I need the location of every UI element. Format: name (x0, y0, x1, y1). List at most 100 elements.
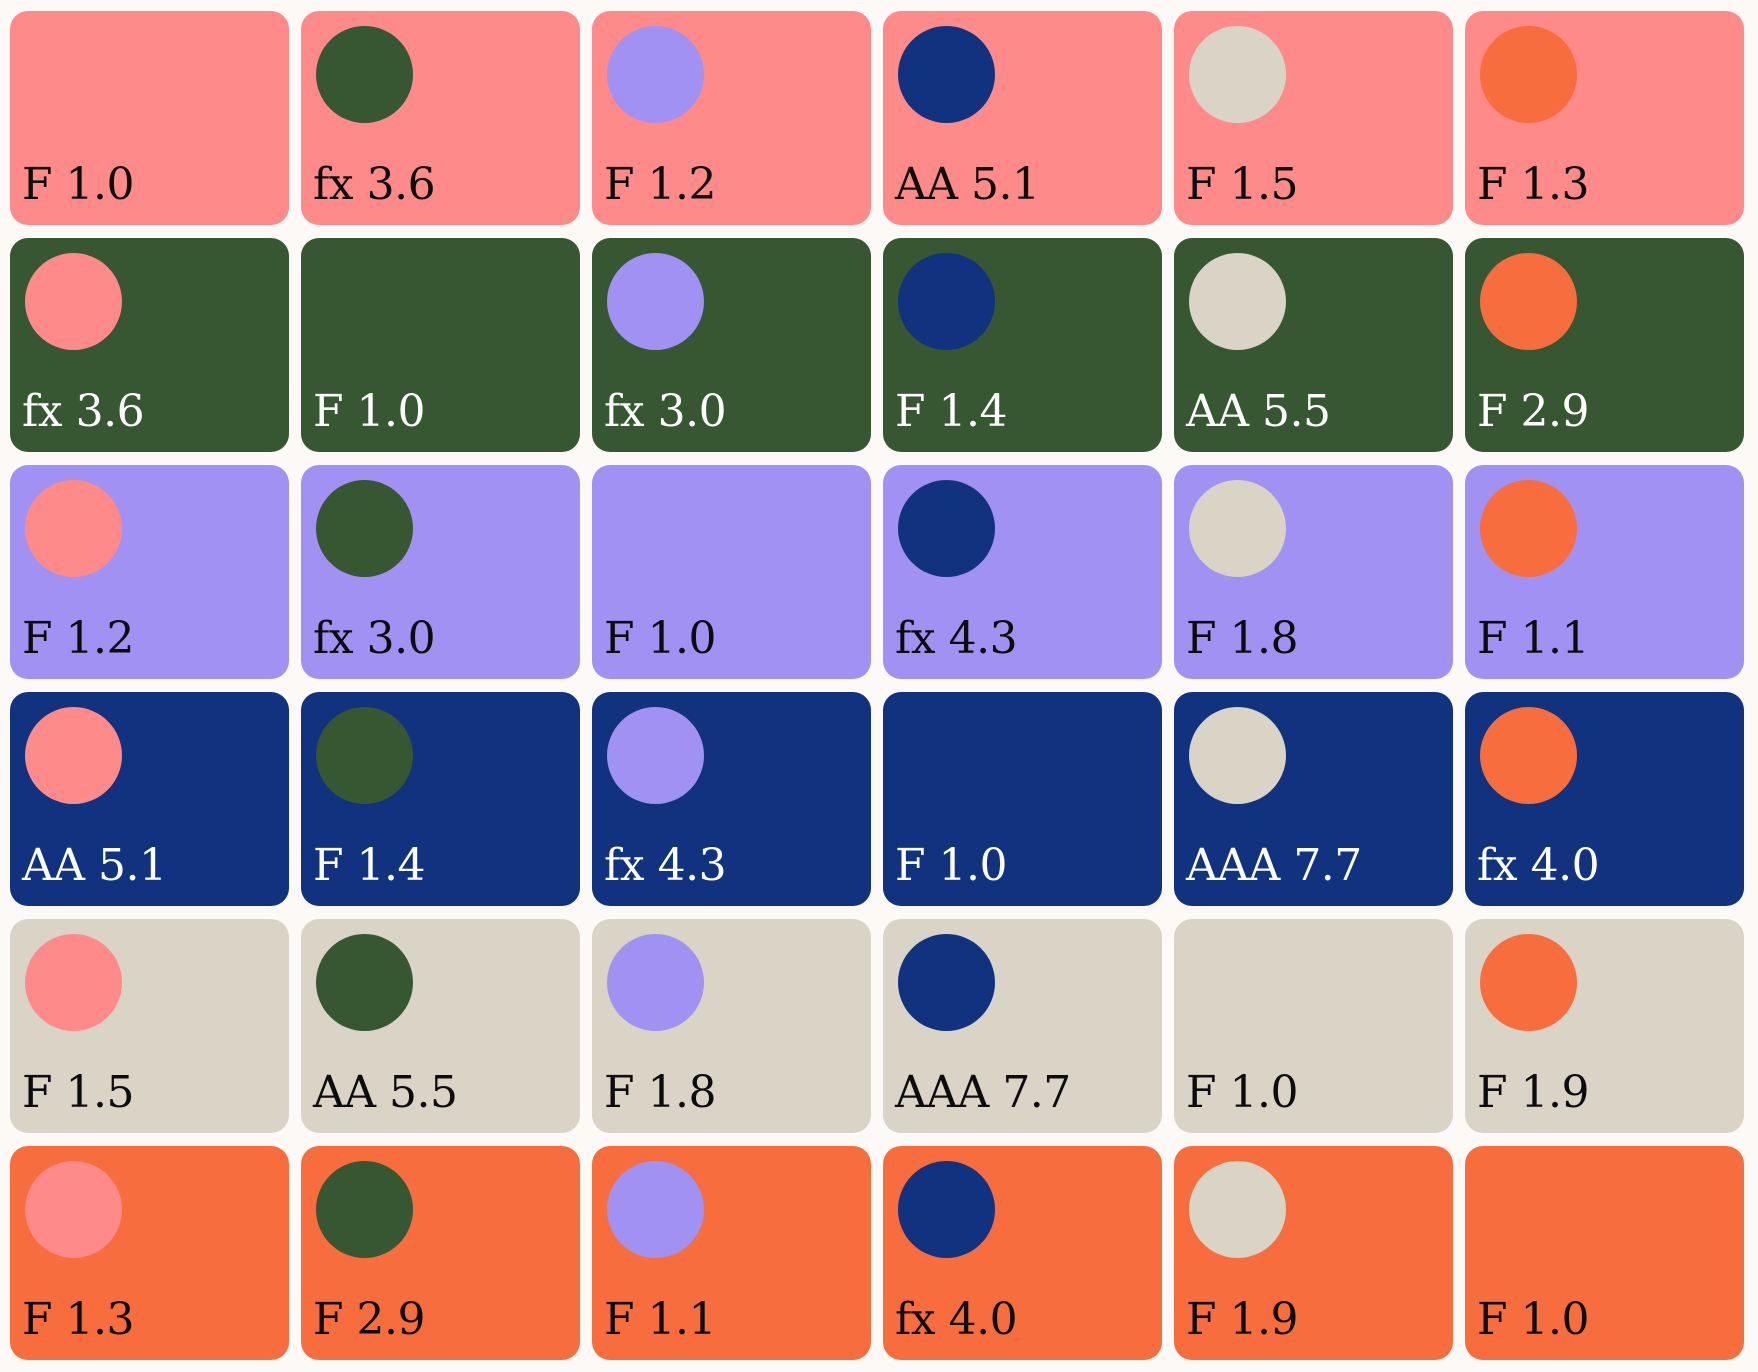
color-dot-salmon (25, 707, 122, 804)
swatch-cell-stone-on-forest: AA 5.5 (301, 919, 580, 1133)
swatch-cell-orange-on-orange: F 1.0 (1465, 1146, 1744, 1360)
color-dot-forest (316, 1161, 413, 1258)
contrast-score-label: F 1.0 (1477, 1294, 1590, 1345)
swatch-cell-stone-on-salmon: F 1.5 (10, 919, 289, 1133)
swatch-cell-orange-on-lavender: F 1.1 (592, 1146, 871, 1360)
swatch-cell-salmon-on-stone: F 1.5 (1174, 11, 1453, 225)
swatch-cell-navy-on-orange: fx 4.0 (1465, 692, 1744, 906)
swatch-cell-navy-on-salmon: AA 5.1 (10, 692, 289, 906)
contrast-score-label: F 1.0 (22, 159, 135, 210)
contrast-score-label: F 1.4 (313, 840, 426, 891)
swatch-cell-salmon-on-navy: AA 5.1 (883, 11, 1162, 225)
swatch-cell-navy-on-navy: F 1.0 (883, 692, 1162, 906)
color-dot-salmon (25, 1161, 122, 1258)
contrast-score-label: F 2.9 (1477, 386, 1590, 437)
color-dot-stone (1189, 1161, 1286, 1258)
contrast-score-label: F 1.3 (1477, 159, 1590, 210)
color-dot-lavender (607, 26, 704, 123)
swatch-cell-salmon-on-orange: F 1.3 (1465, 11, 1744, 225)
swatch-cell-orange-on-navy: fx 4.0 (883, 1146, 1162, 1360)
color-dot-orange (1480, 26, 1577, 123)
contrast-score-label: F 1.2 (604, 159, 717, 210)
contrast-score-label: F 1.0 (895, 840, 1008, 891)
contrast-score-label: AA 5.1 (895, 159, 1040, 210)
color-dot-navy (898, 26, 995, 123)
contrast-score-label: F 1.9 (1477, 1067, 1590, 1118)
contrast-score-label: F 1.1 (604, 1294, 717, 1345)
contrast-score-label: F 2.9 (313, 1294, 426, 1345)
contrast-score-label: F 1.0 (604, 613, 717, 664)
contrast-score-label: fx 4.0 (895, 1294, 1018, 1345)
swatch-cell-lavender-on-orange: F 1.1 (1465, 465, 1744, 679)
contrast-score-label: F 1.1 (1477, 613, 1590, 664)
swatch-cell-lavender-on-stone: F 1.8 (1174, 465, 1453, 679)
contrast-matrix: F 1.0 fx 3.6 F 1.2 AA 5.1 F 1.5 F 1.3 fx 3.6 F … (10, 11, 1744, 1360)
swatch-cell-lavender-on-salmon: F 1.2 (10, 465, 289, 679)
swatch-cell-navy-on-forest: F 1.4 (301, 692, 580, 906)
swatch-cell-forest-on-lavender: fx 3.0 (592, 238, 871, 452)
swatch-cell-forest-on-salmon: fx 3.6 (10, 238, 289, 452)
color-dot-forest (316, 480, 413, 577)
color-dot-stone (1189, 253, 1286, 350)
contrast-score-label: F 1.9 (1186, 1294, 1299, 1345)
color-dot-lavender (607, 1161, 704, 1258)
contrast-score-label: F 1.8 (604, 1067, 717, 1118)
contrast-score-label: fx 3.6 (313, 159, 436, 210)
color-dot-navy (898, 253, 995, 350)
color-dot-lavender (607, 253, 704, 350)
swatch-cell-navy-on-stone: AAA 7.7 (1174, 692, 1453, 906)
color-dot-salmon (25, 480, 122, 577)
contrast-score-label: F 1.4 (895, 386, 1008, 437)
swatch-cell-salmon-on-salmon: F 1.0 (10, 11, 289, 225)
contrast-score-label: F 1.8 (1186, 613, 1299, 664)
color-dot-forest (316, 26, 413, 123)
contrast-score-label: F 1.5 (1186, 159, 1299, 210)
color-dot-lavender (607, 934, 704, 1031)
contrast-score-label: AAA 7.7 (1186, 840, 1362, 891)
swatch-cell-stone-on-stone: F 1.0 (1174, 919, 1453, 1133)
color-dot-forest (316, 934, 413, 1031)
color-dot-navy (898, 1161, 995, 1258)
color-dot-stone (1189, 480, 1286, 577)
swatch-cell-lavender-on-navy: fx 4.3 (883, 465, 1162, 679)
color-dot-salmon (25, 253, 122, 350)
color-dot-orange (1480, 934, 1577, 1031)
color-dot-orange (1480, 707, 1577, 804)
swatch-cell-lavender-on-lavender: F 1.0 (592, 465, 871, 679)
swatch-cell-stone-on-orange: F 1.9 (1465, 919, 1744, 1133)
contrast-score-label: F 1.0 (1186, 1067, 1299, 1118)
contrast-score-label: AA 5.5 (1186, 386, 1331, 437)
contrast-score-label: AA 5.1 (22, 840, 167, 891)
color-dot-navy (898, 480, 995, 577)
color-dot-stone (1189, 707, 1286, 804)
color-dot-forest (316, 707, 413, 804)
contrast-score-label: F 1.2 (22, 613, 135, 664)
color-dot-stone (1189, 26, 1286, 123)
contrast-score-label: AAA 7.7 (895, 1067, 1071, 1118)
color-dot-navy (898, 934, 995, 1031)
contrast-score-label: fx 4.0 (1477, 840, 1600, 891)
swatch-cell-orange-on-forest: F 2.9 (301, 1146, 580, 1360)
contrast-score-label: fx 4.3 (895, 613, 1018, 664)
contrast-score-label: F 1.5 (22, 1067, 135, 1118)
contrast-score-label: fx 3.6 (22, 386, 145, 437)
swatch-cell-orange-on-salmon: F 1.3 (10, 1146, 289, 1360)
swatch-cell-orange-on-stone: F 1.9 (1174, 1146, 1453, 1360)
color-dot-lavender (607, 707, 704, 804)
swatch-cell-navy-on-lavender: fx 4.3 (592, 692, 871, 906)
swatch-cell-forest-on-navy: F 1.4 (883, 238, 1162, 452)
contrast-score-label: fx 3.0 (313, 613, 436, 664)
contrast-score-label: F 1.3 (22, 1294, 135, 1345)
swatch-cell-forest-on-orange: F 2.9 (1465, 238, 1744, 452)
swatch-cell-stone-on-navy: AAA 7.7 (883, 919, 1162, 1133)
swatch-cell-forest-on-forest: F 1.0 (301, 238, 580, 452)
swatch-cell-lavender-on-forest: fx 3.0 (301, 465, 580, 679)
contrast-score-label: fx 3.0 (604, 386, 727, 437)
swatch-cell-forest-on-stone: AA 5.5 (1174, 238, 1453, 452)
color-dot-salmon (25, 934, 122, 1031)
color-dot-orange (1480, 253, 1577, 350)
swatch-cell-salmon-on-lavender: F 1.2 (592, 11, 871, 225)
color-dot-orange (1480, 480, 1577, 577)
contrast-score-label: F 1.0 (313, 386, 426, 437)
contrast-score-label: AA 5.5 (313, 1067, 458, 1118)
